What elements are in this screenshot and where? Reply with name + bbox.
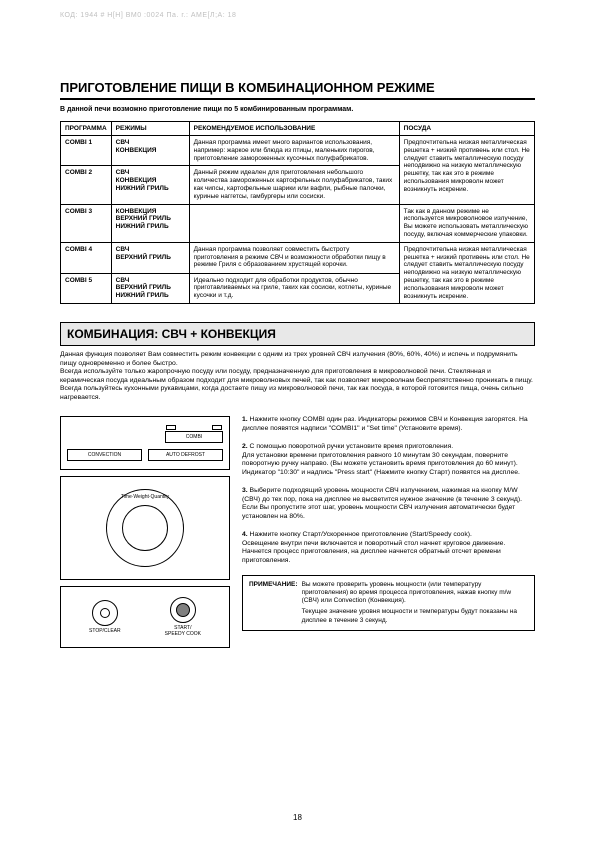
header-code: КОД: 1944 # H[H] ВМ0 :0024 Па. г.: АМЕ[Л… [60, 12, 236, 19]
cell-dish: Так как в данном режиме не используется … [399, 204, 534, 242]
step: 3. Выберите подходящий уровень мощности … [242, 487, 535, 521]
cell-prog: COMBI 5 [61, 273, 112, 304]
steps-list: 1. Нажмите кнопку COMBI один раз. Индика… [242, 416, 535, 648]
cell-modes: КОНВЕКЦИЯВЕРХНИЙ ГРИЛЬНИЖНИЙ ГРИЛЬ [111, 204, 189, 242]
start-label: START/SPEEDY COOK [165, 626, 201, 637]
cell-prog: COMBI 3 [61, 204, 112, 242]
cell-prog: COMBI 4 [61, 242, 112, 273]
note-label: ПРИМЕЧАНИЕ: [249, 581, 298, 625]
table-row: COMBI 1 СВЧКОНВЕКЦИЯ Данная программа им… [61, 136, 535, 166]
note-text: Текущее значение уровня мощности и темпе… [302, 608, 528, 624]
cell-modes: СВЧКОНВЕКЦИЯ [111, 136, 189, 166]
convection-button: CONVECTION [67, 449, 142, 461]
autodefrost-button: AUTO DEFROST [148, 449, 223, 461]
cell-prog: COMBI 2 [61, 166, 112, 204]
combi-table: ПРОГРАММА РЕЖИМЫ РЕКОМЕНДУЕМОЕ ИСПОЛЬЗОВ… [60, 121, 535, 304]
intro-text: В данной печи возможно приготовление пищ… [60, 106, 535, 113]
th-dish: ПОСУДА [399, 122, 534, 136]
cell-dish: Предпочтительна низкая металлическая реш… [399, 136, 534, 205]
th-program: ПРОГРАММА [61, 122, 112, 136]
panel-top: COMBI CONVECTION AUTO DEFROST [60, 416, 230, 470]
start-button: START/SPEEDY COOK [165, 597, 201, 637]
control-panel-diagram: COMBI CONVECTION AUTO DEFROST Time·Weigh… [60, 416, 230, 648]
cell-usage: Данный режим идеален для приготовления н… [189, 166, 399, 204]
note-box: ПРИМЕЧАНИЕ: Вы можете проверить уровень … [242, 575, 535, 631]
dial: Time·Weight·Quantity [106, 489, 184, 567]
table-row: COMBI 3 КОНВЕКЦИЯВЕРХНИЙ ГРИЛЬНИЖНИЙ ГРИ… [61, 204, 535, 242]
page-title: ПРИГОТОВЛЕНИЕ ПИЩИ В КОМБИНАЦИОННОМ РЕЖИ… [60, 80, 535, 100]
dial-label: Time·Weight·Quantity [107, 494, 183, 500]
dial-box: Time·Weight·Quantity [60, 476, 230, 580]
step: 1. Нажмите кнопку COMBI один раз. Индика… [242, 416, 535, 433]
stop-label: STOP/CLEAR [89, 629, 121, 635]
cell-usage [189, 204, 399, 242]
note-text: Вы можете проверить уровень мощности (ил… [302, 581, 528, 605]
cell-prog: COMBI 1 [61, 136, 112, 166]
arrow-icon [166, 425, 176, 430]
table-row: COMBI 4 СВЧВЕРХНИЙ ГРИЛЬ Данная программ… [61, 242, 535, 273]
lower-section: COMBI CONVECTION AUTO DEFROST Time·Weigh… [60, 416, 535, 648]
dial-knob [122, 505, 168, 551]
section-title: КОМБИНАЦИЯ: СВЧ + КОНВЕКЦИЯ [60, 322, 535, 346]
cell-usage: Данная программа позволяет совместить бы… [189, 242, 399, 273]
section-text: Данная функция позволяет Вам совместить … [60, 351, 535, 402]
cell-usage: Идеально подходит для обработки продукто… [189, 273, 399, 304]
step: 4. Нажмите кнопку Старт/Ускоренное приго… [242, 531, 535, 565]
combi-button: COMBI [165, 431, 223, 443]
cell-modes: СВЧКОНВЕКЦИЯНИЖНИЙ ГРИЛЬ [111, 166, 189, 204]
step: 2. С помощью поворотной ручки установите… [242, 443, 535, 477]
page-number: 18 [0, 813, 595, 822]
stop-button: STOP/CLEAR [89, 600, 121, 635]
th-usage: РЕКОМЕНДУЕМОЕ ИСПОЛЬЗОВАНИЕ [189, 122, 399, 136]
cell-usage: Данная программа имеет много вариантов и… [189, 136, 399, 166]
cell-dish: Предпочтительна низкая металлическая реш… [399, 242, 534, 304]
th-modes: РЕЖИМЫ [111, 122, 189, 136]
start-box: STOP/CLEAR START/SPEEDY COOK [60, 586, 230, 648]
cell-modes: СВЧВЕРХНИЙ ГРИЛЬНИЖНИЙ ГРИЛЬ [111, 273, 189, 304]
cell-modes: СВЧВЕРХНИЙ ГРИЛЬ [111, 242, 189, 273]
arrow-icon [212, 425, 222, 430]
